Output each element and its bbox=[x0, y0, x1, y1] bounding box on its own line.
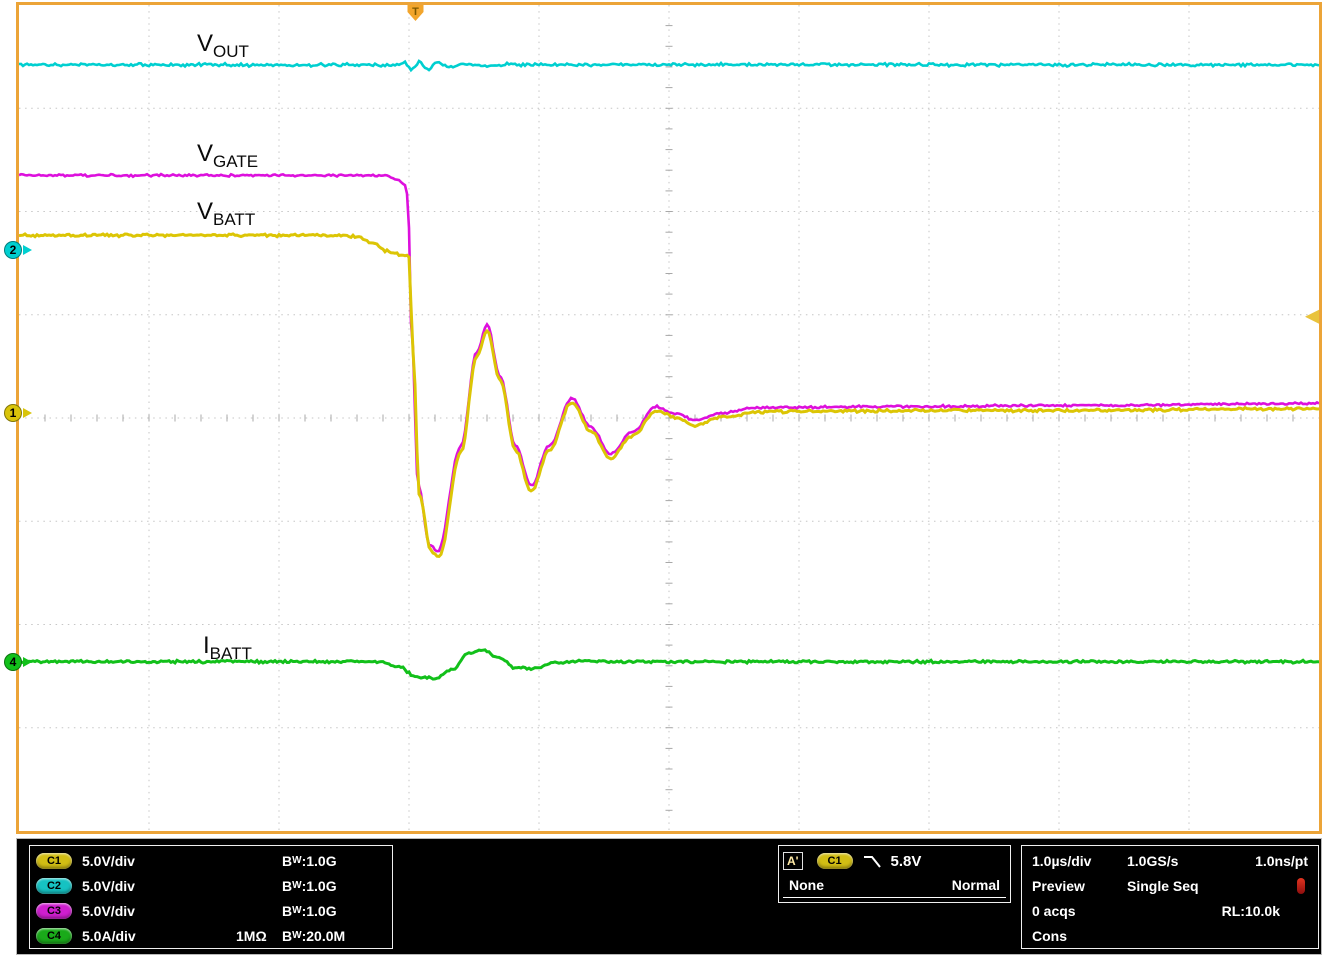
trace-label-ibatt: IBATT bbox=[203, 632, 252, 663]
trace-V_BATT bbox=[19, 232, 1319, 558]
record-row: 0 acqs RL:10.0k bbox=[1032, 898, 1308, 923]
acquisition-row: Preview Single Seq bbox=[1032, 873, 1308, 898]
channel-bandwidth-label: B W:1.0G bbox=[282, 852, 337, 869]
trigger-level-arrow[interactable] bbox=[1305, 309, 1319, 324]
channel-scale-label: 5.0A/div bbox=[82, 927, 136, 944]
channel-badge-number: 4 bbox=[4, 653, 22, 671]
trace-I_BATT bbox=[19, 648, 1319, 681]
cons-label: Cons bbox=[1032, 927, 1067, 944]
trace-V_OUT bbox=[19, 59, 1319, 73]
single-seq-status-icon bbox=[1297, 877, 1305, 894]
timebase-label: 1.0µs/div bbox=[1032, 852, 1092, 869]
cons-row: Cons bbox=[1032, 923, 1308, 948]
trigger-marker-label: T bbox=[412, 6, 419, 18]
samplerate-label: 1.0GS/s bbox=[1127, 852, 1179, 869]
trigger-position-marker[interactable] bbox=[407, 5, 424, 21]
channel-badge-number: 2 bbox=[4, 241, 22, 259]
falling-edge-icon bbox=[863, 855, 881, 868]
trigger-readout-box: A' C1 5.8V None Normal bbox=[778, 845, 1011, 903]
trace-label-vout: VOUT bbox=[197, 30, 249, 61]
channel-scale-label: 5.0V/div bbox=[82, 877, 135, 894]
channel-pill-c1[interactable]: C1 bbox=[36, 852, 72, 869]
record-length-label: RL:10.0k bbox=[1221, 902, 1280, 919]
channel-readout-row: C2 5.0V/div B W:1.0G bbox=[30, 873, 392, 898]
channel-pill-c4[interactable]: C4 bbox=[36, 927, 72, 944]
acqs-count-label: 0 acqs bbox=[1032, 902, 1076, 919]
channel-badge-arrow-icon bbox=[23, 408, 32, 418]
timebase-row: 1.0µs/div 1.0GS/s 1.0ns/pt bbox=[1032, 848, 1308, 873]
channel-readout-row: C3 5.0V/div B W:1.0G bbox=[30, 898, 392, 923]
channel-scale-label: 5.0V/div bbox=[82, 852, 135, 869]
channel-badge[interactable]: 4 bbox=[4, 653, 32, 671]
trigger-mode-row: None Normal bbox=[783, 874, 1006, 898]
readout-bar: C1 5.0V/div B W:1.0G C2 5.0V/div B W:1.0G … bbox=[16, 838, 1322, 955]
channel-badge-arrow-icon bbox=[23, 657, 32, 667]
trace-label-vbatt: VBATT bbox=[197, 198, 256, 229]
horizontal-readout-box: 1.0µs/div 1.0GS/s 1.0ns/pt Preview Singl… bbox=[1021, 845, 1319, 949]
preview-label: Preview bbox=[1032, 877, 1085, 894]
channel-impedance-label: 1MΩ bbox=[236, 927, 267, 944]
channel-badge-number: 1 bbox=[4, 404, 22, 422]
channel-badge[interactable]: 2 bbox=[4, 241, 32, 259]
trace-V_GATE bbox=[19, 172, 1319, 553]
channel-readout-row: C4 5.0A/div 1MΩ B W:20.0M bbox=[30, 923, 392, 948]
channel-readout-row: C1 5.0V/div B W:1.0G bbox=[30, 848, 392, 873]
waveform-display: T VOUT VGATE VBATT IBATT 2 1 4 bbox=[4, 2, 1322, 834]
trigger-holdoff-label: None bbox=[789, 876, 824, 893]
trigger-level-value: 5.8V bbox=[890, 852, 922, 870]
channel-scale-label: 5.0V/div bbox=[82, 902, 135, 919]
channel-bandwidth-label: B W:1.0G bbox=[282, 877, 337, 894]
trigger-mode-label: Normal bbox=[951, 876, 1000, 893]
channel-pill-c3[interactable]: C3 bbox=[36, 902, 72, 919]
single-seq-label: Single Seq bbox=[1127, 877, 1199, 894]
channel-badge[interactable]: 1 bbox=[4, 404, 32, 422]
channel-bandwidth-label: B W:1.0G bbox=[282, 902, 337, 919]
channel-badge-arrow-icon bbox=[23, 245, 32, 255]
resolution-label: 1.0ns/pt bbox=[1255, 852, 1308, 869]
trigger-aux-label: A' bbox=[783, 852, 803, 870]
trigger-settings-row: A' C1 5.8V bbox=[783, 848, 1006, 874]
channel-readout-box: C1 5.0V/div B W:1.0G C2 5.0V/div B W:1.0G … bbox=[29, 845, 393, 949]
channel-bandwidth-label: B W:20.0M bbox=[282, 927, 346, 944]
channel-pill-c2[interactable]: C2 bbox=[36, 877, 72, 894]
waveform-canvas: T bbox=[19, 5, 1319, 831]
trace-label-vgate: VGATE bbox=[197, 140, 259, 171]
trigger-source-pill[interactable]: C1 bbox=[816, 853, 853, 869]
